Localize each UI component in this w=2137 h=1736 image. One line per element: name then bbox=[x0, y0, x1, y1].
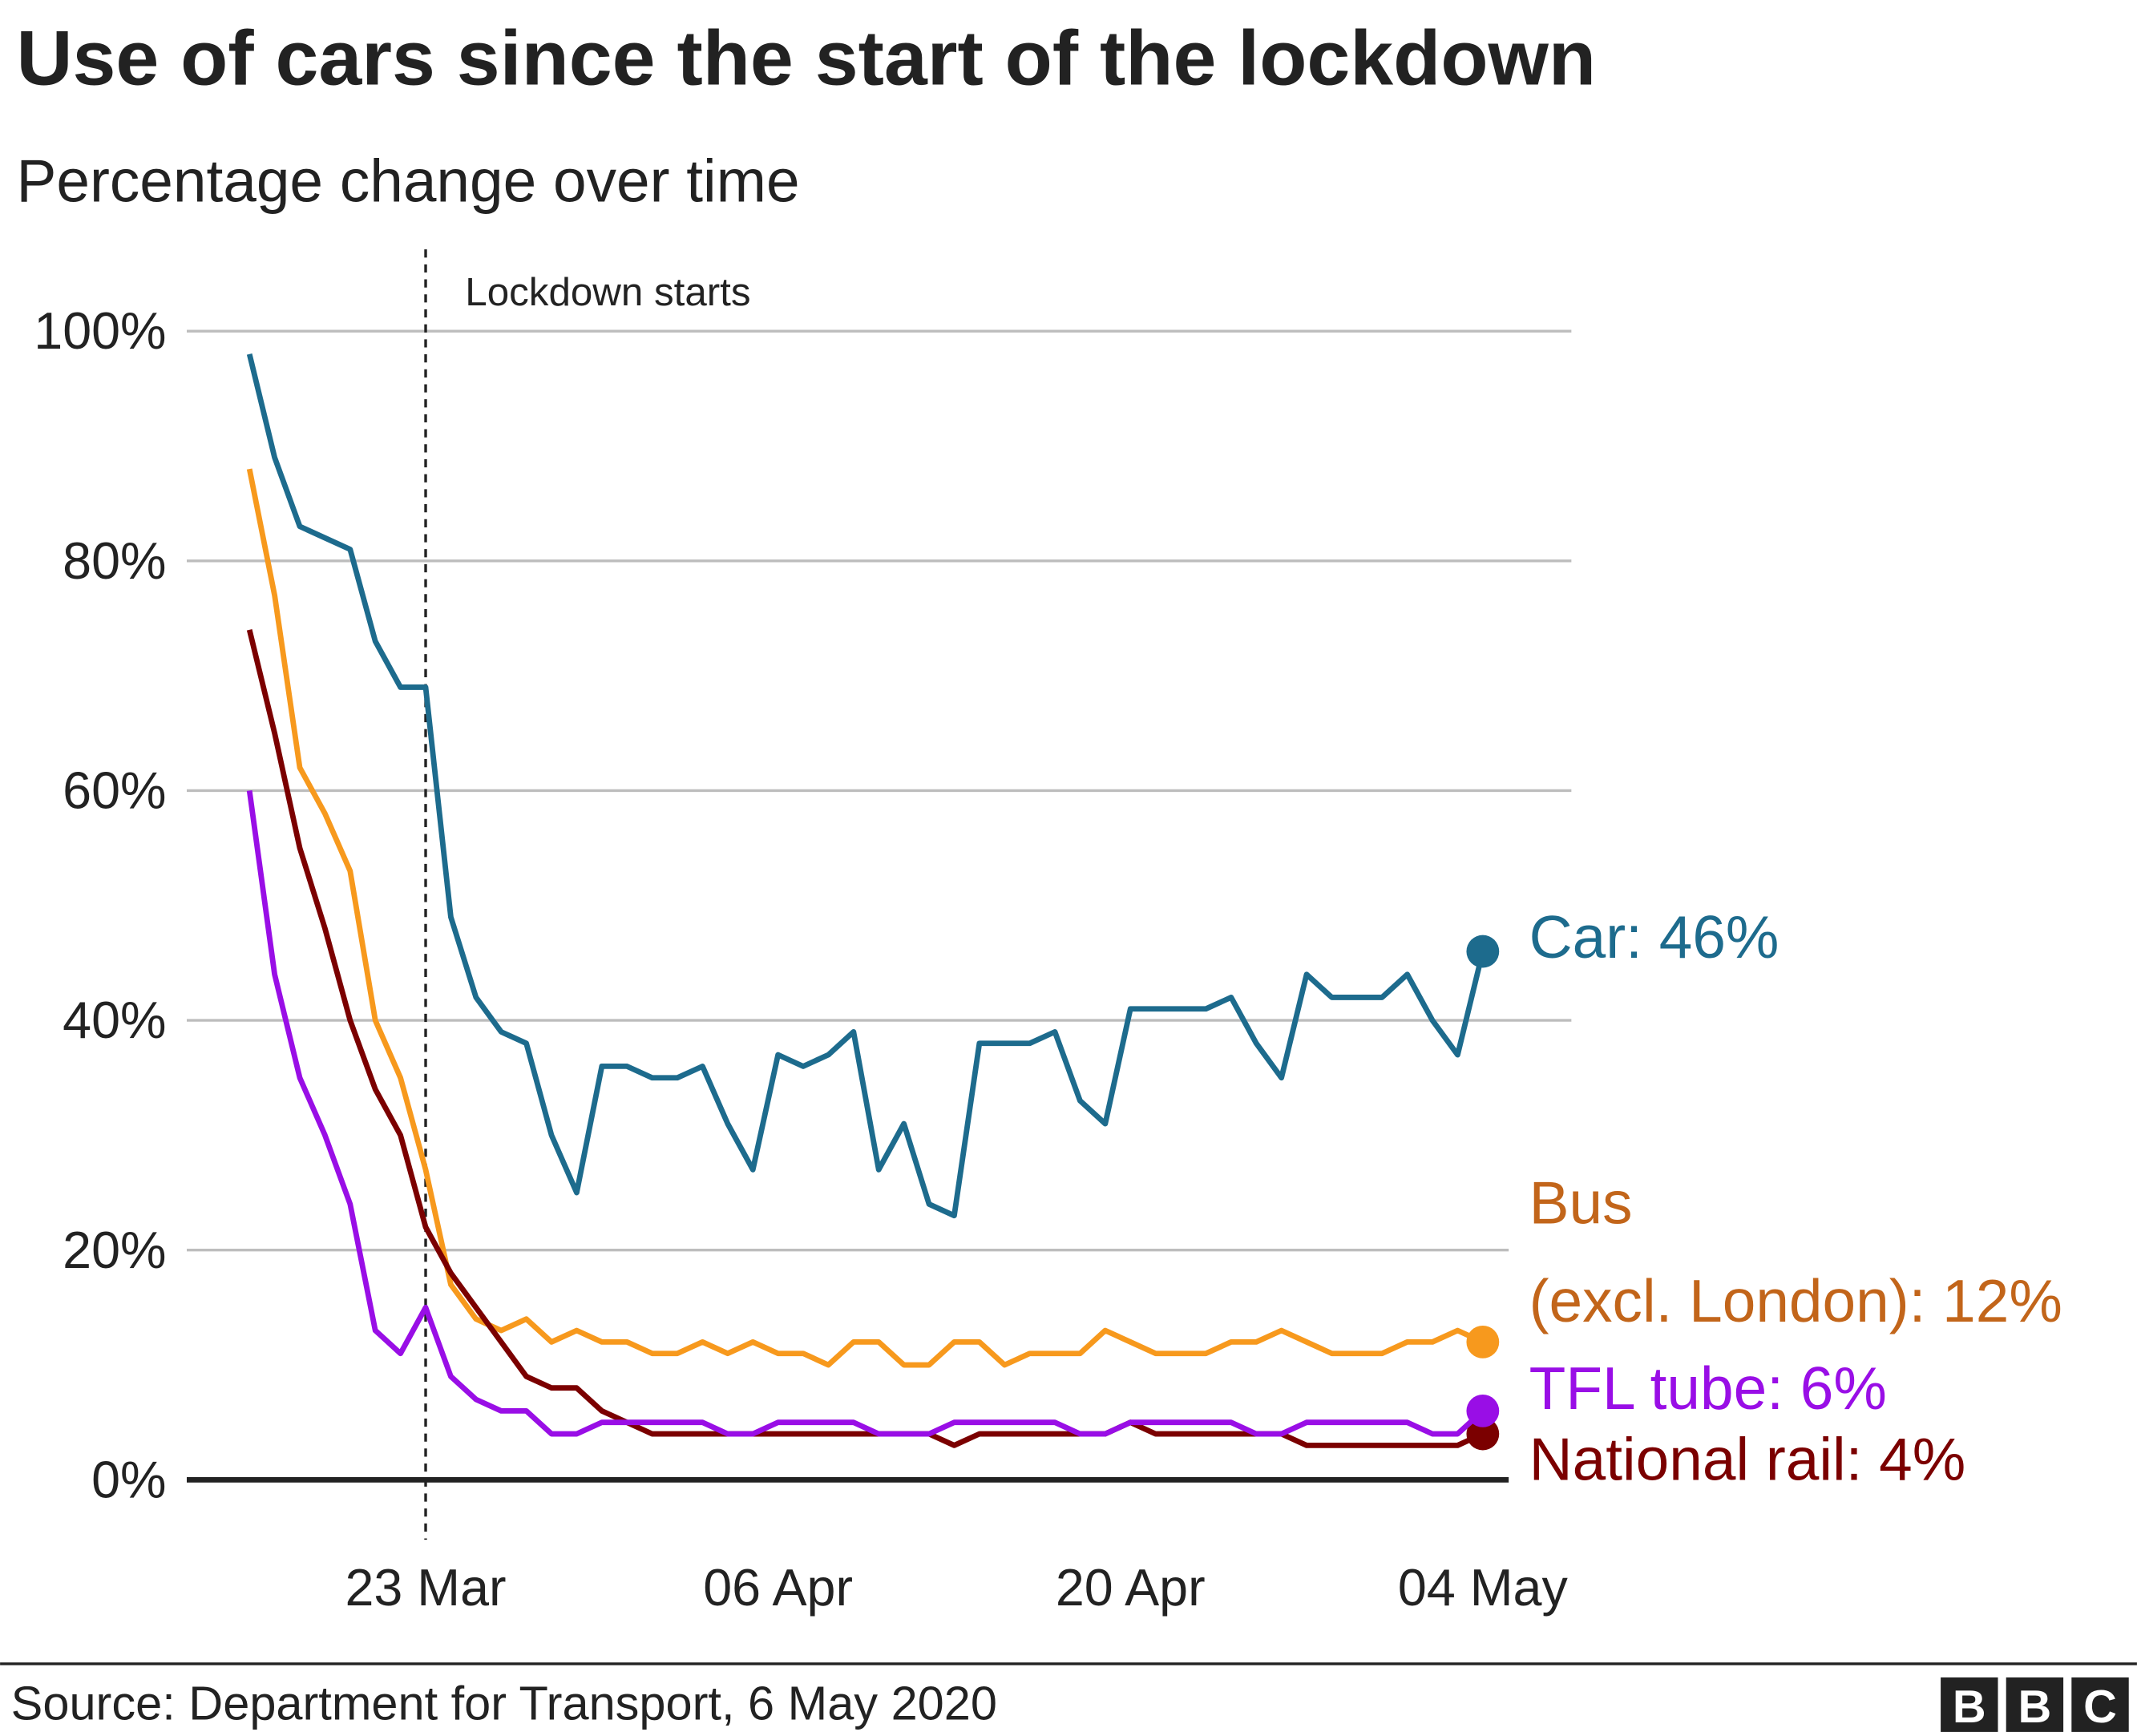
logo-box bbox=[2006, 1677, 2064, 1732]
end-point bbox=[1466, 1417, 1500, 1451]
series-label: Car: 46% bbox=[1529, 903, 1779, 971]
x-tick-label: 23 Mar bbox=[345, 1559, 506, 1617]
y-tick-label: 0% bbox=[91, 1451, 166, 1508]
series-label: TFL tube: 6% bbox=[1529, 1354, 1887, 1422]
y-tick-label: 100% bbox=[34, 302, 166, 360]
x-tick-label: 06 Apr bbox=[703, 1559, 853, 1617]
logo-letter: B bbox=[2018, 1681, 2052, 1733]
line bbox=[246, 468, 1485, 1368]
logo-box bbox=[1941, 1677, 1998, 1732]
line bbox=[246, 789, 1485, 1437]
end-point bbox=[1466, 1394, 1500, 1427]
y-tick-label: 80% bbox=[63, 532, 166, 590]
line bbox=[246, 353, 1486, 1219]
y-tick-label: 20% bbox=[63, 1221, 166, 1279]
chart-title: Use of cars since the start of the lockd… bbox=[16, 14, 1596, 101]
annotation: Lockdown starts bbox=[465, 270, 750, 314]
chart-subtitle: Percentage change over time bbox=[16, 147, 799, 215]
series-label: (excl. London): 12% bbox=[1529, 1267, 2062, 1334]
end-point bbox=[1466, 1325, 1500, 1359]
logo-letter: C bbox=[2083, 1681, 2117, 1733]
x-tick-label: 20 Apr bbox=[1056, 1559, 1206, 1617]
logo-letter: B bbox=[1953, 1681, 1986, 1733]
series-label: Bus bbox=[1529, 1169, 1633, 1237]
source: Source: Department for Transport, 6 May … bbox=[11, 1677, 997, 1730]
y-tick-label: 60% bbox=[63, 762, 166, 820]
logo-box bbox=[2071, 1677, 2129, 1732]
y-tick-label: 40% bbox=[63, 991, 166, 1049]
series-label: National rail: 4% bbox=[1529, 1425, 1966, 1492]
x-tick-label: 04 May bbox=[1398, 1559, 1569, 1617]
end-point bbox=[1466, 935, 1500, 968]
